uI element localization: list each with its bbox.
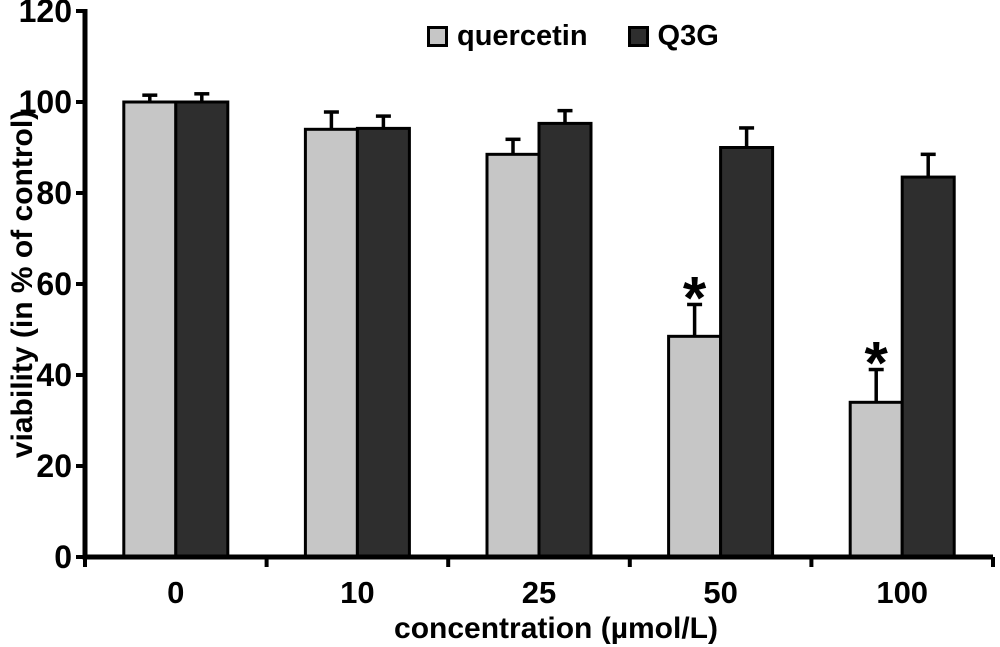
legend-item-q3g: Q3G [627, 20, 719, 52]
y-tick-label-40: 40 [36, 357, 72, 393]
legend-label-q3g: Q3G [657, 20, 719, 52]
legend-swatch-quercetin-icon [427, 26, 448, 47]
significance-marker-quercetin-100: * [865, 330, 889, 397]
x-axis-title: concentration (µmol/L) [394, 612, 718, 645]
bar-Q3G-10 [355, 126, 411, 559]
legend-item-quercetin: quercetin [427, 22, 588, 51]
bar-quercetin-100 [848, 400, 904, 559]
bar-Q3G-0 [174, 100, 230, 559]
y-tick-label-120: 120 [19, 0, 72, 29]
bar-Q3G-25 [537, 121, 593, 559]
significance-marker-quercetin-50: * [683, 264, 707, 331]
x-tick-label-10: 10 [340, 575, 374, 610]
y-tick-label-0: 0 [54, 539, 72, 575]
bar-Q3G-100 [900, 175, 956, 559]
y-tick-label-100: 100 [19, 84, 72, 120]
legend-swatch-q3g-icon [627, 26, 649, 47]
bar-quercetin-0 [122, 100, 178, 559]
x-tick-label-100: 100 [876, 575, 928, 610]
chart-legend: quercetin Q3G [427, 22, 719, 51]
y-tick-label-80: 80 [36, 175, 72, 211]
y-axis-title: viability (in % of control) [6, 109, 39, 459]
y-tick-label-60: 60 [36, 266, 72, 302]
x-tick-label-0: 0 [167, 575, 184, 610]
x-tick-label-25: 25 [522, 575, 556, 610]
bar-quercetin-50 [667, 334, 723, 559]
x-tick-label-50: 50 [703, 575, 737, 610]
y-tick-label-20: 20 [36, 448, 72, 484]
bar-quercetin-10 [303, 127, 359, 559]
bar-Q3G-50 [719, 146, 775, 559]
bar-quercetin-25 [485, 152, 541, 559]
legend-label-quercetin: quercetin [457, 20, 588, 52]
